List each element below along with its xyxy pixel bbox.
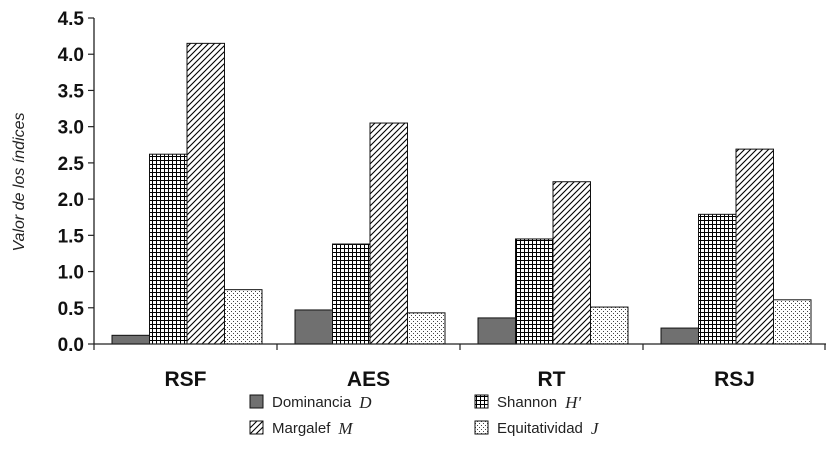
legend-label: Margalef: [272, 420, 331, 437]
legend-label: Dominancia: [272, 394, 352, 411]
bar-equitatividad-rsj: [773, 299, 812, 345]
y-tick-label: 1.0: [58, 263, 84, 284]
bar-dominancia-rsj: [660, 327, 699, 345]
bar-equitatividad-aes: [407, 312, 446, 345]
legend-symbol: M: [337, 419, 353, 438]
bar-dominancia-rsf: [111, 334, 150, 345]
legend-symbol: J: [591, 419, 600, 438]
bar-dominancia-aes: [294, 309, 333, 345]
bar-dominancia-rt: [477, 317, 516, 345]
legend-symbol: D: [358, 393, 372, 412]
legend: Dominancia D Shannon H' Margalef M Equitativid…: [249, 393, 600, 438]
category-label: RSJ: [714, 368, 755, 391]
y-tick-label: 0.5: [58, 299, 85, 320]
legend-swatch-shannon: [474, 394, 489, 409]
y-tick-label: 3.5: [58, 81, 85, 102]
bar-shannon-rsf: [149, 153, 188, 345]
bar-margalef-rt: [552, 181, 591, 345]
legend-swatch-equitatividad: [474, 420, 489, 435]
bar-shannon-rt: [515, 238, 554, 345]
category-label: RSF: [165, 368, 207, 391]
y-tick-label: 2.5: [58, 154, 85, 175]
axes: [93, 18, 826, 350]
bar-equitatividad-rsf: [224, 289, 263, 345]
bar-margalef-rsj: [735, 148, 774, 345]
legend-label: Shannon: [497, 394, 557, 411]
bar-equitatividad-rt: [590, 306, 629, 345]
bar-shannon-aes: [332, 243, 371, 345]
legend-label: Equitatividad: [497, 420, 583, 437]
category-label: AES: [347, 368, 390, 391]
category-label: RT: [538, 368, 566, 391]
y-tick-label: 4.5: [58, 9, 85, 30]
y-axis-label: Valor de los índices: [11, 112, 28, 251]
bar-shannon-rsj: [698, 213, 737, 345]
y-tick-label: 3.0: [58, 118, 84, 139]
y-tick-label: 4.0: [58, 45, 84, 66]
y-tick-label: 1.5: [58, 226, 85, 247]
legend-swatch-dominancia: [249, 394, 264, 409]
legend-swatch-margalef: [249, 420, 264, 435]
bar-margalef-rsf: [186, 42, 225, 345]
y-tick-label: 2.0: [58, 190, 84, 211]
y-tick-label: 0.0: [58, 335, 84, 356]
y-axis-ticks: 0.0 0.5 1.0 1.5 2.0 2.5 3.0 3.5 4.0 4.5: [58, 9, 94, 356]
bar-margalef-aes: [369, 122, 408, 345]
bars: [111, 42, 812, 345]
legend-symbol: H': [564, 393, 581, 412]
category-labels: RSF AES RT RSJ: [165, 368, 755, 391]
